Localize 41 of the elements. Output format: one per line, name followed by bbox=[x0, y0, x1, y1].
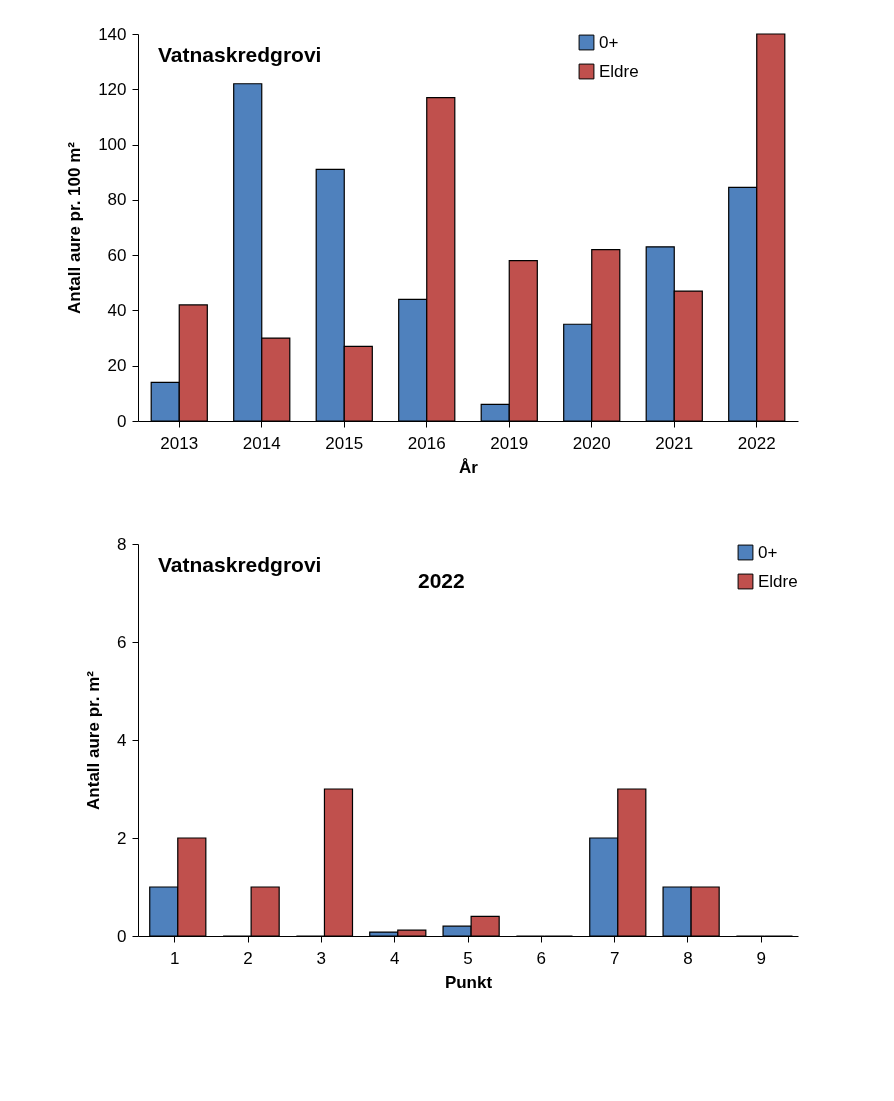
y-tick-label: 0 bbox=[117, 411, 127, 431]
x-tick-label: 2022 bbox=[737, 433, 776, 453]
x-tick-label: 7 bbox=[609, 948, 620, 968]
x-tick-label: 2015 bbox=[325, 433, 364, 453]
x-tick-label: 8 bbox=[683, 948, 693, 968]
y-tick-label: 20 bbox=[107, 356, 127, 376]
x-tick-label: 4 bbox=[389, 948, 400, 968]
x-tick-label: 2020 bbox=[572, 433, 611, 453]
x-tick-label: 2013 bbox=[160, 433, 199, 453]
x-tick-label: 2 bbox=[243, 948, 253, 968]
x-tick-label: 3 bbox=[316, 948, 327, 968]
x-axis-title: Punkt bbox=[444, 972, 493, 992]
y-tick-label: 60 bbox=[107, 245, 127, 265]
y-tick-label: 0 bbox=[117, 926, 127, 946]
x-tick-label: 2016 bbox=[407, 433, 446, 453]
y-tick-label: 40 bbox=[107, 300, 127, 320]
x-axis-title: År bbox=[459, 457, 479, 477]
y-tick-label: 140 bbox=[98, 24, 127, 44]
legend-label: Eldre bbox=[758, 571, 798, 591]
x-tick-label: 2021 bbox=[655, 433, 694, 453]
legend-label: 0+ bbox=[758, 542, 778, 562]
x-tick-label: 9 bbox=[756, 948, 767, 968]
y-axis-title: Antall aure pr. m² bbox=[84, 670, 104, 810]
y-tick-label: 2 bbox=[117, 828, 127, 848]
legend-label: Eldre bbox=[599, 61, 639, 81]
y-tick-label: 4 bbox=[117, 730, 127, 750]
x-tick-label: 2019 bbox=[490, 433, 529, 453]
y-tick-label: 120 bbox=[98, 79, 127, 99]
x-tick-label: 1 bbox=[169, 948, 180, 968]
legend-label: 0+ bbox=[599, 32, 619, 52]
chart-title: Vatnaskredgrovi bbox=[158, 553, 322, 576]
y-tick-label: 80 bbox=[107, 190, 127, 210]
x-tick-label: 6 bbox=[536, 948, 547, 968]
x-tick-label: 2014 bbox=[242, 433, 281, 453]
text: 2022 bbox=[418, 569, 465, 592]
x-tick-label: 5 bbox=[463, 948, 473, 968]
chart-title: Vatnaskredgrovi bbox=[158, 43, 322, 66]
y-tick-label: 6 bbox=[117, 632, 127, 652]
y-axis-title: Antall aure pr. 100 m² bbox=[65, 141, 85, 314]
y-tick-label: 8 bbox=[117, 534, 127, 554]
y-tick-label: 100 bbox=[98, 135, 127, 155]
